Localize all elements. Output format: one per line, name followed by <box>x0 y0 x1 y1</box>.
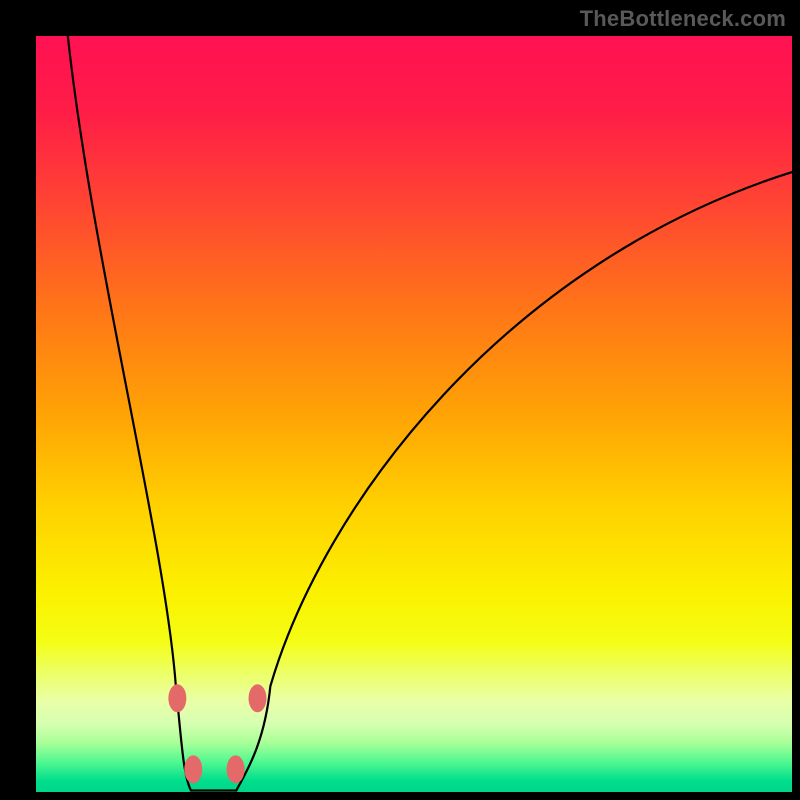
outer-frame: TheBottleneck.com <box>0 0 800 800</box>
curve-marker <box>227 755 245 783</box>
curve-marker <box>249 684 267 712</box>
curve-marker <box>184 755 202 783</box>
plot-area <box>36 36 792 792</box>
plot-svg <box>36 36 792 792</box>
gradient-background <box>36 36 792 792</box>
curve-marker <box>168 684 186 712</box>
watermark-text: TheBottleneck.com <box>580 6 786 32</box>
